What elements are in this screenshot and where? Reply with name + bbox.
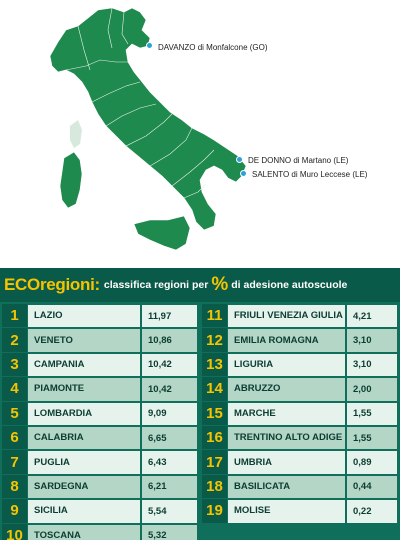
adhesion-percent: 3,10 (346, 352, 398, 378)
rank-number: 6 (2, 425, 27, 451)
adhesion-percent: 2,00 (346, 377, 398, 402)
marker-pin-martano[interactable] (236, 156, 243, 163)
header-text-before: classifica regioni per (103, 279, 209, 291)
ranking-row: 16 TRENTINO ALTO ADIGE 1,55 (202, 425, 398, 451)
region-name: PIAMONTE (27, 377, 141, 402)
ranking-row: 7 PUGLIA 6,43 (2, 450, 198, 475)
region-name: MOLISE (227, 499, 346, 524)
region-name: SICILIA (27, 499, 141, 524)
ranking-row: 10 TOSCANA 5,32 (2, 523, 198, 540)
marker-pin-monfalcone[interactable] (146, 42, 153, 49)
region-name: EMILIA ROMAGNA (227, 328, 346, 353)
region-name: LIGURIA (227, 352, 346, 378)
rank-number: 5 (2, 401, 27, 426)
ranking-row: 15 MARCHE 1,55 (202, 401, 398, 426)
adhesion-percent: 6,21 (141, 474, 198, 500)
adhesion-percent: 3,10 (346, 328, 398, 353)
adhesion-percent: 11,97 (141, 304, 198, 329)
brand-title: ECOregioni: (4, 275, 100, 294)
region-name: CAMPANIA (27, 352, 141, 378)
rank-number: 12 (202, 328, 227, 353)
adhesion-percent: 1,55 (346, 401, 398, 426)
rank-number: 4 (2, 377, 27, 402)
region-borders (65, 7, 215, 199)
ranking-row: 13 LIGURIA 3,10 (202, 352, 398, 378)
ranking-row: 5 LOMBARDIA 9,09 (2, 401, 198, 426)
ranking-row: 1 LAZIO 11,97 (2, 304, 198, 329)
rank-number: 13 (202, 352, 227, 378)
rank-number: 1 (2, 304, 27, 329)
ranking-row: 18 BASILICATA 0,44 (202, 474, 398, 500)
rank-number: 9 (2, 499, 27, 524)
ranking-column-left: 1 LAZIO 11,97 2 VENETO 10,86 3 CAMPANIA 10,42 4 PI… (2, 304, 198, 540)
adhesion-percent: 6,65 (141, 425, 198, 451)
ranking-row: 19 MOLISE 0,22 (202, 499, 398, 524)
corsica (70, 120, 82, 148)
rank-number: 18 (202, 474, 227, 500)
adhesion-percent: 1,55 (346, 425, 398, 451)
ranking-row: 14 ABRUZZO 2,00 (202, 377, 398, 402)
ranking-row: 11 FRIULI VENEZIA GIULIA 4,21 (202, 304, 398, 329)
adhesion-percent: 10,42 (141, 377, 198, 402)
region-name: LOMBARDIA (27, 401, 141, 426)
rank-number: 19 (202, 499, 227, 524)
percent-symbol: % (211, 274, 229, 295)
region-name: UMBRIA (227, 450, 346, 475)
adhesion-percent: 4,21 (346, 304, 398, 329)
ranking-header: ECOregioni: classifica regioni per % di … (0, 268, 400, 302)
region-name: FRIULI VENEZIA GIULIA (227, 304, 346, 329)
region-name: VENETO (27, 328, 141, 353)
adhesion-percent: 5,54 (141, 499, 198, 524)
region-name: TRENTINO ALTO ADIGE (227, 425, 346, 451)
rank-number: 15 (202, 401, 227, 426)
marker-label-martano: DE DONNO di Martano (LE) (248, 156, 349, 165)
rank-number: 7 (2, 450, 27, 475)
rank-number: 16 (202, 425, 227, 451)
rank-number: 2 (2, 328, 27, 353)
rank-number: 10 (2, 523, 27, 540)
region-name: ABRUZZO (227, 377, 346, 402)
adhesion-percent: 6,43 (141, 450, 198, 475)
rank-number: 17 (202, 450, 227, 475)
adhesion-percent: 0,44 (346, 474, 398, 500)
adhesion-percent: 0,89 (346, 450, 398, 475)
ranking-row: 4 PIAMONTE 10,42 (2, 377, 198, 402)
region-name: MARCHE (227, 401, 346, 426)
ranking-row: 6 CALABRIA 6,65 (2, 425, 198, 451)
header-text-after: di adesione autoscuole (231, 279, 348, 291)
adhesion-percent: 0,22 (346, 499, 398, 524)
adhesion-percent: 10,42 (141, 352, 198, 378)
region-name: BASILICATA (227, 474, 346, 500)
ranking-row: 9 SICILIA 5,54 (2, 499, 198, 524)
sicily (133, 215, 191, 251)
region-name: PUGLIA (27, 450, 141, 475)
italy-map-shape (49, 7, 247, 251)
italy-map: DAVANZO di Monfalcone (GO) DE DONNO di M… (0, 0, 400, 268)
ranking-row: 12 EMILIA ROMAGNA 3,10 (202, 328, 398, 353)
ranking-row: 2 VENETO 10,86 (2, 328, 198, 353)
region-name: CALABRIA (27, 425, 141, 451)
marker-label-muro-leccese: SALENTO di Muro Leccese (LE) (252, 170, 368, 179)
ranking-panel: ECOregioni: classifica regioni per % di … (0, 268, 400, 540)
adhesion-percent: 9,09 (141, 401, 198, 426)
region-name: TOSCANA (27, 523, 141, 540)
rank-number: 8 (2, 474, 27, 500)
marker-label-monfalcone: DAVANZO di Monfalcone (GO) (158, 43, 268, 52)
ranking-row: 17 UMBRIA 0,89 (202, 450, 398, 475)
rank-number: 14 (202, 377, 227, 402)
marker-pin-muro-leccese[interactable] (240, 170, 247, 177)
adhesion-percent: 5,32 (141, 523, 198, 540)
rank-number: 3 (2, 352, 27, 378)
ranking-column-right: 11 FRIULI VENEZIA GIULIA 4,21 12 EMILIA ROMA… (202, 304, 398, 524)
ranking-row: 3 CAMPANIA 10,42 (2, 352, 198, 378)
rank-number: 11 (202, 304, 227, 329)
region-name: LAZIO (27, 304, 141, 329)
sardinia (59, 151, 83, 209)
region-name: SARDEGNA (27, 474, 141, 500)
ranking-row: 8 SARDEGNA 6,21 (2, 474, 198, 500)
adhesion-percent: 10,86 (141, 328, 198, 353)
